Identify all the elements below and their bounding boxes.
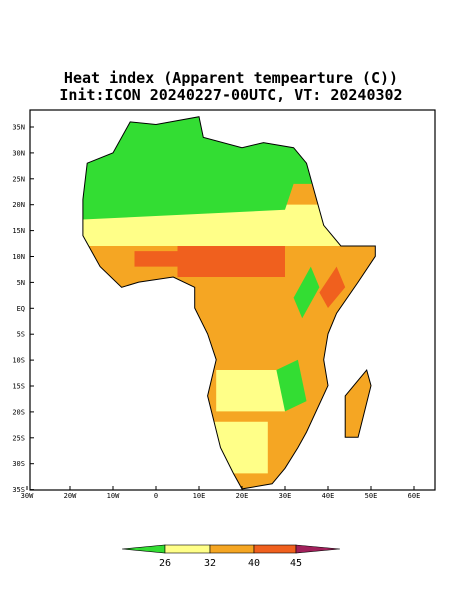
colorbar-bin xyxy=(253,544,297,554)
heat-zone xyxy=(177,246,285,277)
heat-zone xyxy=(134,251,178,267)
heat-zone xyxy=(216,370,285,412)
lat-label: 25S xyxy=(12,434,25,442)
lat-label: 5S xyxy=(17,331,25,339)
colorbar-bin xyxy=(164,544,211,554)
lon-label: 20W xyxy=(64,492,77,500)
lat-label: 25N xyxy=(12,175,25,183)
lat-label: 30S xyxy=(12,460,25,468)
lon-label: 0 xyxy=(154,492,158,500)
lat-label: 20N xyxy=(12,201,25,209)
lat-label: 10N xyxy=(12,253,25,261)
lon-label: 50E xyxy=(365,492,378,500)
lon-label: 60E xyxy=(408,492,421,500)
colorbar-high xyxy=(295,544,341,554)
colorbar-label: 26 xyxy=(159,558,171,569)
lon-label: 10W xyxy=(107,492,120,500)
lat-label: 15N xyxy=(12,227,25,235)
lon-label: 10E xyxy=(193,492,206,500)
lon-label: 20E xyxy=(236,492,249,500)
heat-zone xyxy=(293,266,320,319)
coastline xyxy=(82,116,376,490)
lat-label: 10S xyxy=(12,357,25,365)
title: Heat index (Apparent tempearture (C)) xyxy=(64,69,398,87)
lon-label: 40E xyxy=(322,492,335,500)
lat-label: 35S xyxy=(12,486,25,494)
heat-zone xyxy=(319,266,346,308)
lat-label: 15S xyxy=(12,383,25,391)
colorbar-label: 32 xyxy=(204,558,216,569)
colorbar-label: 40 xyxy=(248,558,260,569)
lat-label: 5N xyxy=(17,279,25,287)
title: Init:ICON 20240227-00UTC, VT: 20240302 xyxy=(59,86,402,104)
lat-label: EQ xyxy=(17,305,25,313)
madagascar xyxy=(344,368,372,438)
lat-label: 35N xyxy=(12,124,25,132)
colorbar-label: 45 xyxy=(290,558,302,569)
colorbar: 26 32 40 45 xyxy=(121,544,341,569)
colorbar-bin xyxy=(209,544,255,554)
colorbar-low xyxy=(121,544,166,554)
heat-zone xyxy=(276,359,307,412)
lon-label: 30W xyxy=(21,492,34,500)
lat-label: 20S xyxy=(12,408,25,416)
lat-label: 30N xyxy=(12,149,25,157)
lon-label: 30E xyxy=(279,492,292,500)
